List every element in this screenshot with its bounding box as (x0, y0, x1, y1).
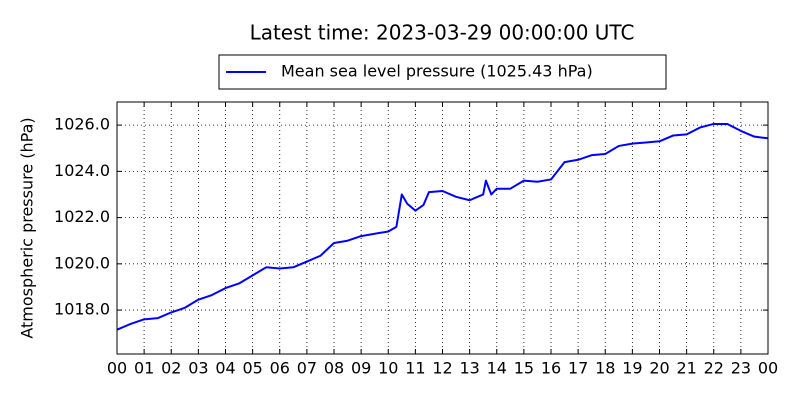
x-tick-label: 06 (270, 359, 290, 378)
x-tick-label: 07 (297, 359, 317, 378)
x-tick-label: 18 (595, 359, 615, 378)
x-tick-label: 00 (758, 359, 778, 378)
x-tick-label: 01 (134, 359, 154, 378)
x-tick-label: 15 (514, 359, 534, 378)
x-tick-label: 16 (541, 359, 561, 378)
y-tick-label: 1020.0 (54, 253, 110, 272)
x-tick-label: 20 (649, 359, 669, 378)
x-tick-label: 17 (568, 359, 588, 378)
x-tick-label: 22 (704, 359, 724, 378)
y-tick-label: 1022.0 (54, 207, 110, 226)
y-tick-label: 1018.0 (54, 300, 110, 319)
x-tick-label: 08 (324, 359, 344, 378)
y-tick-label: 1024.0 (54, 161, 110, 180)
x-tick-label: 09 (351, 359, 371, 378)
y-axis-label: Atmospheric pressure (hPa) (18, 117, 37, 338)
plot-frame (116, 101, 769, 355)
x-tick-label: 13 (459, 359, 479, 378)
x-tick-label: 14 (487, 359, 507, 378)
x-tick-label: 00 (107, 359, 127, 378)
x-tick-label: 11 (405, 359, 425, 378)
x-tick-label: 23 (731, 359, 751, 378)
x-tick-label: 10 (378, 359, 398, 378)
legend-box (218, 54, 667, 90)
y-tick-label: 1026.0 (54, 115, 110, 134)
x-tick-label: 02 (161, 359, 181, 378)
x-tick-label: 03 (188, 359, 208, 378)
x-tick-label: 12 (432, 359, 452, 378)
data-line (116, 122, 769, 331)
x-tick-label: 04 (215, 359, 235, 378)
x-tick-label: 05 (242, 359, 262, 378)
legend-label: Mean sea level pressure (1025.43 hPa) (281, 62, 593, 81)
chart-title: Latest time: 2023-03-29 00:00:00 UTC (250, 21, 635, 45)
x-tick-label: 21 (676, 359, 696, 378)
x-tick-label: 19 (622, 359, 642, 378)
